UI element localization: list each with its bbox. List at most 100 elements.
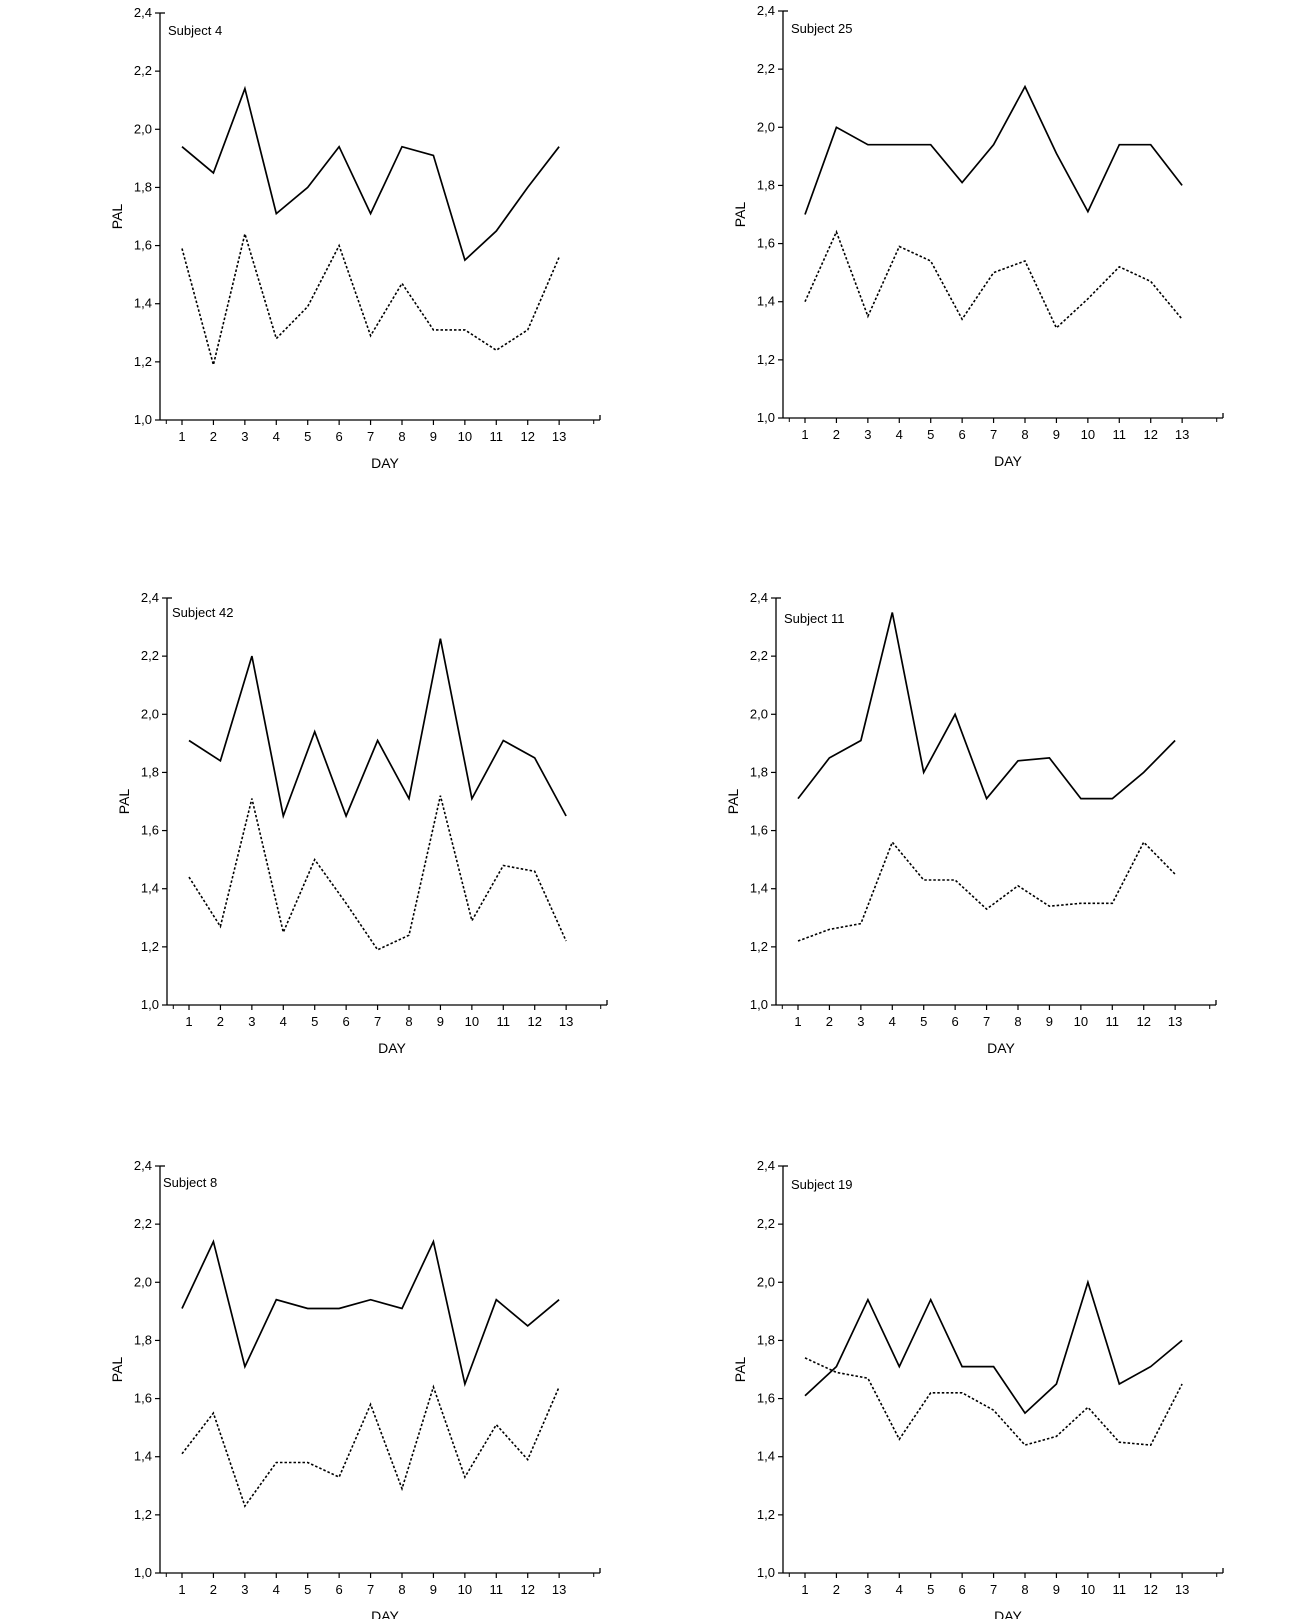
x-tick-label: 13 [552,429,566,444]
x-tick-label: 1 [178,1582,185,1597]
x-tick-label: 5 [927,1582,934,1597]
y-tick-label: 1,0 [134,412,152,427]
x-tick-label: 11 [497,1014,511,1029]
x-tick-label: 7 [367,1582,374,1597]
x-tick-label: 13 [552,1582,566,1597]
y-tick-label: 2,0 [757,1274,775,1289]
y-tick-label: 1,6 [141,823,159,838]
x-tick-label: 12 [1143,1582,1157,1597]
series-line-dotted [188,795,567,951]
y-axis-title: PAL [109,204,125,230]
y-tick-label: 1,6 [134,1391,152,1406]
x-tick-label: 3 [241,429,248,444]
x-tick-label: 10 [465,1014,479,1029]
x-tick-label: 9 [1046,1014,1053,1029]
series-line-dotted [797,840,1176,942]
y-tick-label: 2,2 [750,648,768,663]
panel-title: Subject 25 [791,21,852,36]
y-tick-label: 1,2 [134,1507,152,1522]
y-axis-title: PAL [116,789,132,815]
y-tick-label: 1,2 [134,354,152,369]
y-axis-title: PAL [725,789,741,815]
x-axis-title: DAY [371,1608,399,1619]
x-tick-label: 2 [826,1014,833,1029]
x-tick-label: 9 [430,1582,437,1597]
y-tick-label: 2,2 [757,61,775,76]
y-axis-title: PAL [109,1357,125,1383]
x-tick-label: 1 [801,427,808,442]
y-tick-label: 2,0 [750,706,768,721]
x-tick-label: 6 [959,1582,966,1597]
y-tick-label: 2,0 [141,706,159,721]
x-tick-label: 11 [490,429,504,444]
y-tick-label: 2,4 [134,1158,152,1173]
x-tick-label: 3 [248,1014,255,1029]
y-tick-label: 2,2 [757,1216,775,1231]
chart-panel-3: 1,01,21,41,61,82,02,22,41 2 3 4 5 6 7 8 9 10 11 12 1… [116,590,608,1056]
x-tick-label: 4 [280,1014,287,1029]
chart-panel-6: 1,01,21,41,61,82,02,22,41 2 3 4 5 6 7 8 9 10 11 12 1… [732,1158,1224,1619]
x-tick-label: 10 [1074,1014,1088,1029]
chart-panel-5: 1,01,21,41,61,82,02,22,41 2 3 4 5 6 7 8 9 10 11 12 1… [109,1158,601,1619]
x-tick-label: 9 [1053,1582,1060,1597]
x-tick-label: 9 [1053,427,1060,442]
y-tick-label: 2,2 [134,1216,152,1231]
series-line-solid [181,1238,560,1387]
series-line-solid [804,84,1183,215]
x-tick-label: 13 [1175,1582,1189,1597]
y-tick-label: 1,8 [750,764,768,779]
x-tick-label: 5 [927,427,934,442]
panel-title: Subject 11 [784,611,844,626]
x-tick-label: 2 [833,1582,840,1597]
y-tick-label: 1,8 [141,764,159,779]
y-tick-label: 1,6 [750,823,768,838]
x-tick-label: 10 [1081,1582,1095,1597]
x-tick-label: 10 [458,1582,472,1597]
x-tick-label: 2 [833,427,840,442]
x-tick-label: 11 [1106,1014,1120,1029]
x-axis-title: DAY [987,1040,1015,1056]
x-tick-label: 12 [520,1582,534,1597]
x-tick-label: 11 [1113,1582,1127,1597]
x-tick-label: 8 [1014,1014,1021,1029]
x-tick-label: 8 [1021,1582,1028,1597]
x-tick-label: 7 [367,429,374,444]
x-tick-label: 8 [405,1014,412,1029]
x-tick-label: 3 [864,1582,871,1597]
y-axis-title: PAL [732,1357,748,1383]
y-tick-label: 1,2 [141,939,159,954]
x-axis-title: DAY [994,1608,1022,1619]
y-tick-label: 1,0 [757,410,775,425]
y-tick-label: 1,6 [757,236,775,251]
y-tick-label: 1,4 [134,296,152,311]
x-tick-label: 5 [920,1014,927,1029]
chart-panel-1: 1,01,21,41,61,82,02,22,41 2 3 4 5 6 7 8 9 10 11 12 1… [109,5,601,471]
x-tick-label: 1 [794,1014,801,1029]
panel-title: Subject 8 [163,1175,217,1190]
x-tick-label: 4 [273,1582,280,1597]
x-tick-label: 8 [1021,427,1028,442]
x-tick-label: 7 [990,427,997,442]
y-tick-label: 1,4 [134,1449,152,1464]
x-tick-label: 5 [304,1582,311,1597]
y-tick-label: 2,0 [134,121,152,136]
series-line-dotted [181,1384,560,1508]
panel-title: Subject 19 [791,1177,852,1192]
y-tick-label: 1,8 [134,1332,152,1347]
y-tick-label: 2,4 [757,3,775,18]
y-tick-label: 1,8 [757,1332,775,1347]
series-line-solid [181,85,560,262]
x-tick-label: 12 [1136,1014,1150,1029]
y-tick-label: 1,4 [141,881,159,896]
y-tick-label: 1,0 [134,1565,152,1580]
x-tick-label: 1 [185,1014,192,1029]
x-tick-label: 4 [889,1014,896,1029]
y-tick-label: 1,2 [757,1507,775,1522]
y-tick-label: 1,2 [757,352,775,367]
y-tick-label: 1,0 [757,1565,775,1580]
x-tick-label: 2 [217,1014,224,1029]
y-tick-label: 1,2 [750,939,768,954]
x-tick-label: 12 [520,429,534,444]
x-axis-title: DAY [371,455,399,471]
